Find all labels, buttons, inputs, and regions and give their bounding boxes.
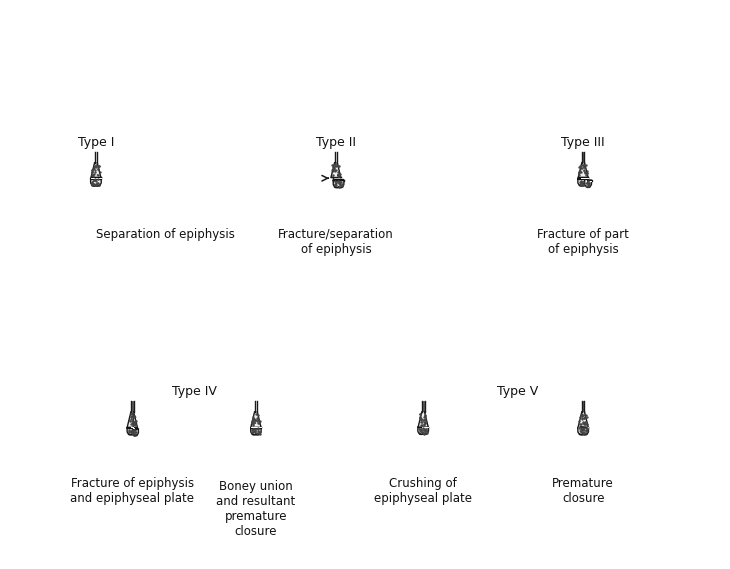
Text: Premature
closure: Premature closure (553, 477, 614, 505)
Polygon shape (91, 163, 101, 178)
Text: Fracture of part
of epiphysis: Fracture of part of epiphysis (537, 228, 629, 256)
Polygon shape (251, 427, 261, 428)
Polygon shape (91, 179, 101, 186)
Polygon shape (578, 427, 588, 428)
Text: Type III: Type III (561, 136, 605, 149)
Polygon shape (251, 412, 261, 427)
Polygon shape (127, 427, 133, 428)
Polygon shape (334, 179, 344, 180)
Text: Crushing of
epiphyseal plate: Crushing of epiphyseal plate (374, 477, 472, 505)
Polygon shape (250, 428, 261, 435)
Polygon shape (418, 412, 428, 427)
Polygon shape (578, 412, 588, 427)
Polygon shape (133, 427, 137, 429)
Polygon shape (334, 180, 344, 188)
Polygon shape (133, 429, 139, 436)
Polygon shape (127, 428, 133, 435)
Text: Type II: Type II (316, 136, 356, 149)
Polygon shape (578, 179, 585, 186)
Text: Boney union
and resultant
premature
closure: Boney union and resultant premature clos… (216, 480, 296, 538)
Polygon shape (588, 180, 591, 187)
Text: Type I: Type I (77, 136, 114, 149)
Polygon shape (127, 412, 137, 427)
Polygon shape (578, 163, 588, 178)
Text: Fracture/separation
of epiphysis: Fracture/separation of epiphysis (278, 228, 393, 256)
Polygon shape (331, 163, 341, 178)
Text: Fracture of epiphysis
and epiphyseal plate: Fracture of epiphysis and epiphyseal pla… (70, 477, 194, 505)
Text: Type V: Type V (497, 385, 538, 398)
Text: Separation of epiphysis: Separation of epiphysis (96, 228, 235, 241)
Polygon shape (418, 427, 429, 434)
Polygon shape (578, 428, 588, 435)
Polygon shape (91, 178, 101, 179)
Text: Type IV: Type IV (172, 385, 217, 398)
Polygon shape (578, 178, 588, 179)
Polygon shape (588, 180, 591, 182)
